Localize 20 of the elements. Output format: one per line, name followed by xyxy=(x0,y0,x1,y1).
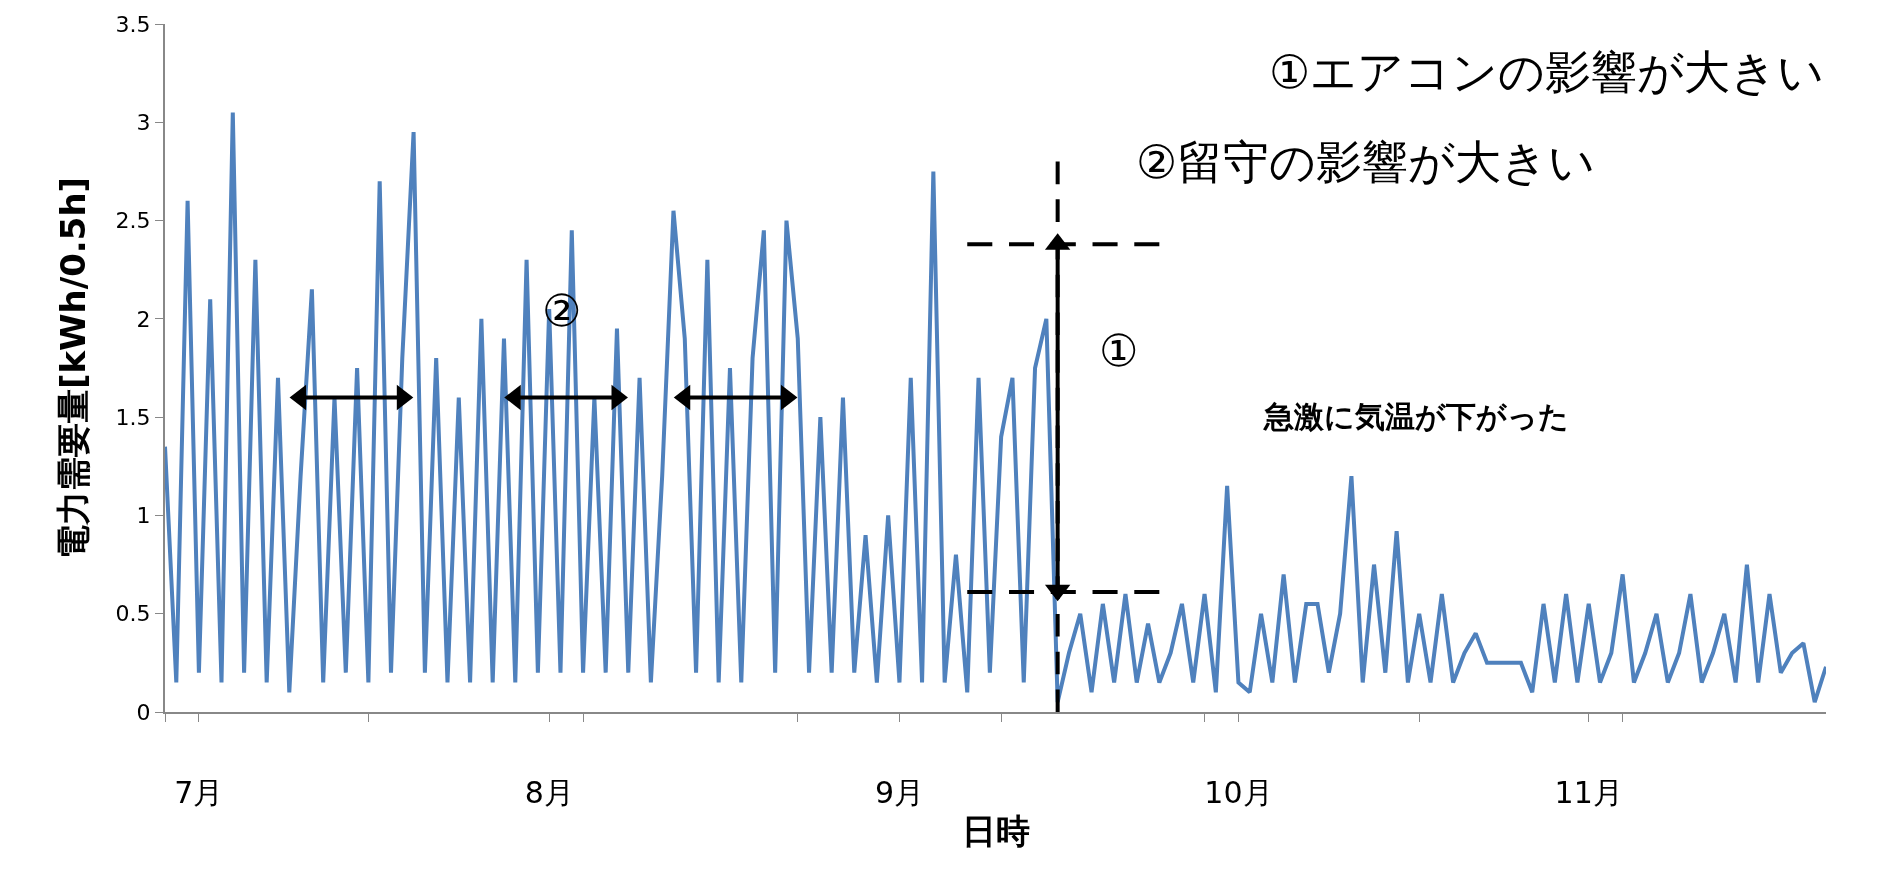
x-tick-label: 11月 xyxy=(1554,775,1623,810)
y-tick-label: 0 xyxy=(136,699,151,725)
y-tick-label: 3 xyxy=(136,109,151,135)
annotation: ②留守の影響が大きい xyxy=(1136,135,1596,189)
x-tick-label: 7月 xyxy=(174,775,224,810)
x-tick-label: 8月 xyxy=(524,775,574,810)
y-tick-label: 1 xyxy=(136,503,151,529)
y-tick-label: 3.5 xyxy=(115,11,151,37)
annotation: ① xyxy=(1099,325,1139,376)
y-axis-title: 電力需要量[kWh/0.5h] xyxy=(52,176,93,560)
x-tick-label: 9月 xyxy=(874,775,925,810)
annotation: 急激に気温が下がった xyxy=(1263,399,1569,434)
x-tick-label: 10月 xyxy=(1204,775,1273,810)
y-tick-label: 2 xyxy=(136,306,151,332)
line-series xyxy=(165,110,1826,705)
y-tick-label: 0.5 xyxy=(115,601,151,627)
annotation: ①エアコンの影響が大きい xyxy=(1269,45,1825,99)
x-axis-title: 日時 xyxy=(961,810,1030,851)
y-tick-label: 2.5 xyxy=(115,208,151,234)
y-tick-label: 1.5 xyxy=(115,404,151,430)
